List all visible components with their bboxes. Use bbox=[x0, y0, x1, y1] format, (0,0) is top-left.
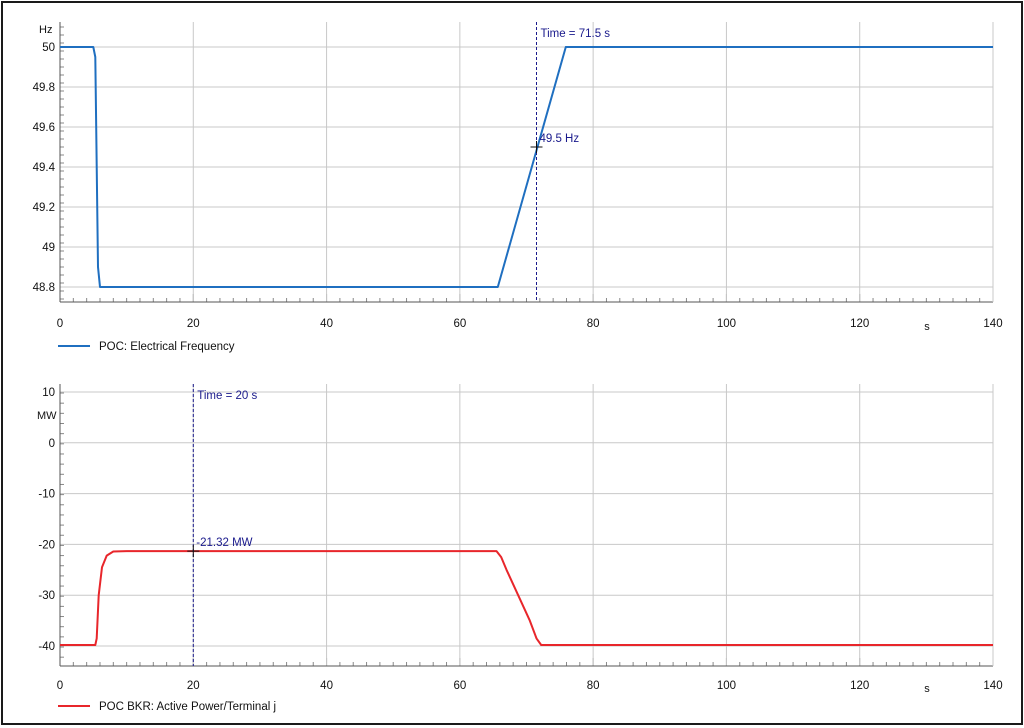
x-tick-label: 100 bbox=[717, 680, 736, 692]
y-tick-label: -10 bbox=[38, 489, 55, 501]
legend-label: POC BKR: Active Power/Terminal j bbox=[99, 701, 276, 713]
y-tick-label: -30 bbox=[38, 590, 55, 602]
y-tick-label: 49.8 bbox=[33, 82, 55, 94]
cursor-value-label: -21.32 MW bbox=[196, 537, 252, 549]
x-tick-label: 20 bbox=[187, 680, 200, 692]
x-tick-label: 40 bbox=[320, 680, 333, 692]
x-tick-label: 60 bbox=[453, 318, 466, 330]
x-tick-label: 140 bbox=[983, 318, 1002, 330]
x-tick-label: 40 bbox=[320, 318, 333, 330]
cursor-value-label: 49.5 Hz bbox=[539, 133, 579, 145]
chart-panel-1: 0 20 40 60 80 100 120 140 48.8 49 49.2 49.4 49.6 49.8… bbox=[33, 22, 1003, 353]
x-tick-label: 0 bbox=[57, 680, 63, 692]
x-tick-label: 0 bbox=[57, 318, 63, 330]
x-tick-label: 80 bbox=[587, 318, 600, 330]
x-tick-label: 80 bbox=[587, 680, 600, 692]
chart-canvas: 0 20 40 60 80 100 120 14048.84949.249.449.649.8… bbox=[33, 22, 1003, 713]
series-line-1 bbox=[60, 46, 993, 288]
y-tick-label: 49.4 bbox=[33, 162, 56, 174]
y-tick-label: 10 bbox=[42, 387, 55, 399]
chart-panel-2: 0 20 40 60 80 100 120 140 -40 -30 -20 -10 0 10 MW s POC … bbox=[37, 384, 1003, 713]
y-tick-label: 50 bbox=[42, 42, 55, 54]
y-tick-label: 0 bbox=[49, 438, 55, 450]
y-axis-unit: MW bbox=[37, 410, 57, 422]
y-tick-label: 48.8 bbox=[33, 282, 55, 294]
y-tick-label: -20 bbox=[38, 539, 55, 551]
cursor-time-label: Time = 71.5 s bbox=[540, 28, 610, 40]
x-tick-label: 140 bbox=[983, 680, 1002, 692]
y-tick-label: 49 bbox=[42, 242, 55, 254]
plot-area bbox=[60, 22, 993, 302]
x-tick-label: 120 bbox=[850, 318, 869, 330]
x-tick-label: 100 bbox=[717, 318, 736, 330]
series-line-1 bbox=[60, 550, 993, 646]
x-tick-label: 20 bbox=[187, 318, 200, 330]
x-tick-label: 120 bbox=[850, 680, 869, 692]
plot-area bbox=[60, 384, 993, 666]
x-tick-label: 60 bbox=[453, 680, 466, 692]
cursor-time-label: Time = 20 s bbox=[197, 390, 257, 402]
y-tick-label: -40 bbox=[38, 641, 55, 653]
y-tick-label: 49.6 bbox=[33, 122, 55, 134]
y-axis-unit: Hz bbox=[39, 24, 52, 36]
x-axis-unit: s bbox=[924, 683, 930, 695]
y-tick-label: 49.2 bbox=[33, 202, 55, 214]
legend-label: POC: Electrical Frequency bbox=[99, 341, 235, 353]
x-axis-unit: s bbox=[924, 321, 930, 333]
